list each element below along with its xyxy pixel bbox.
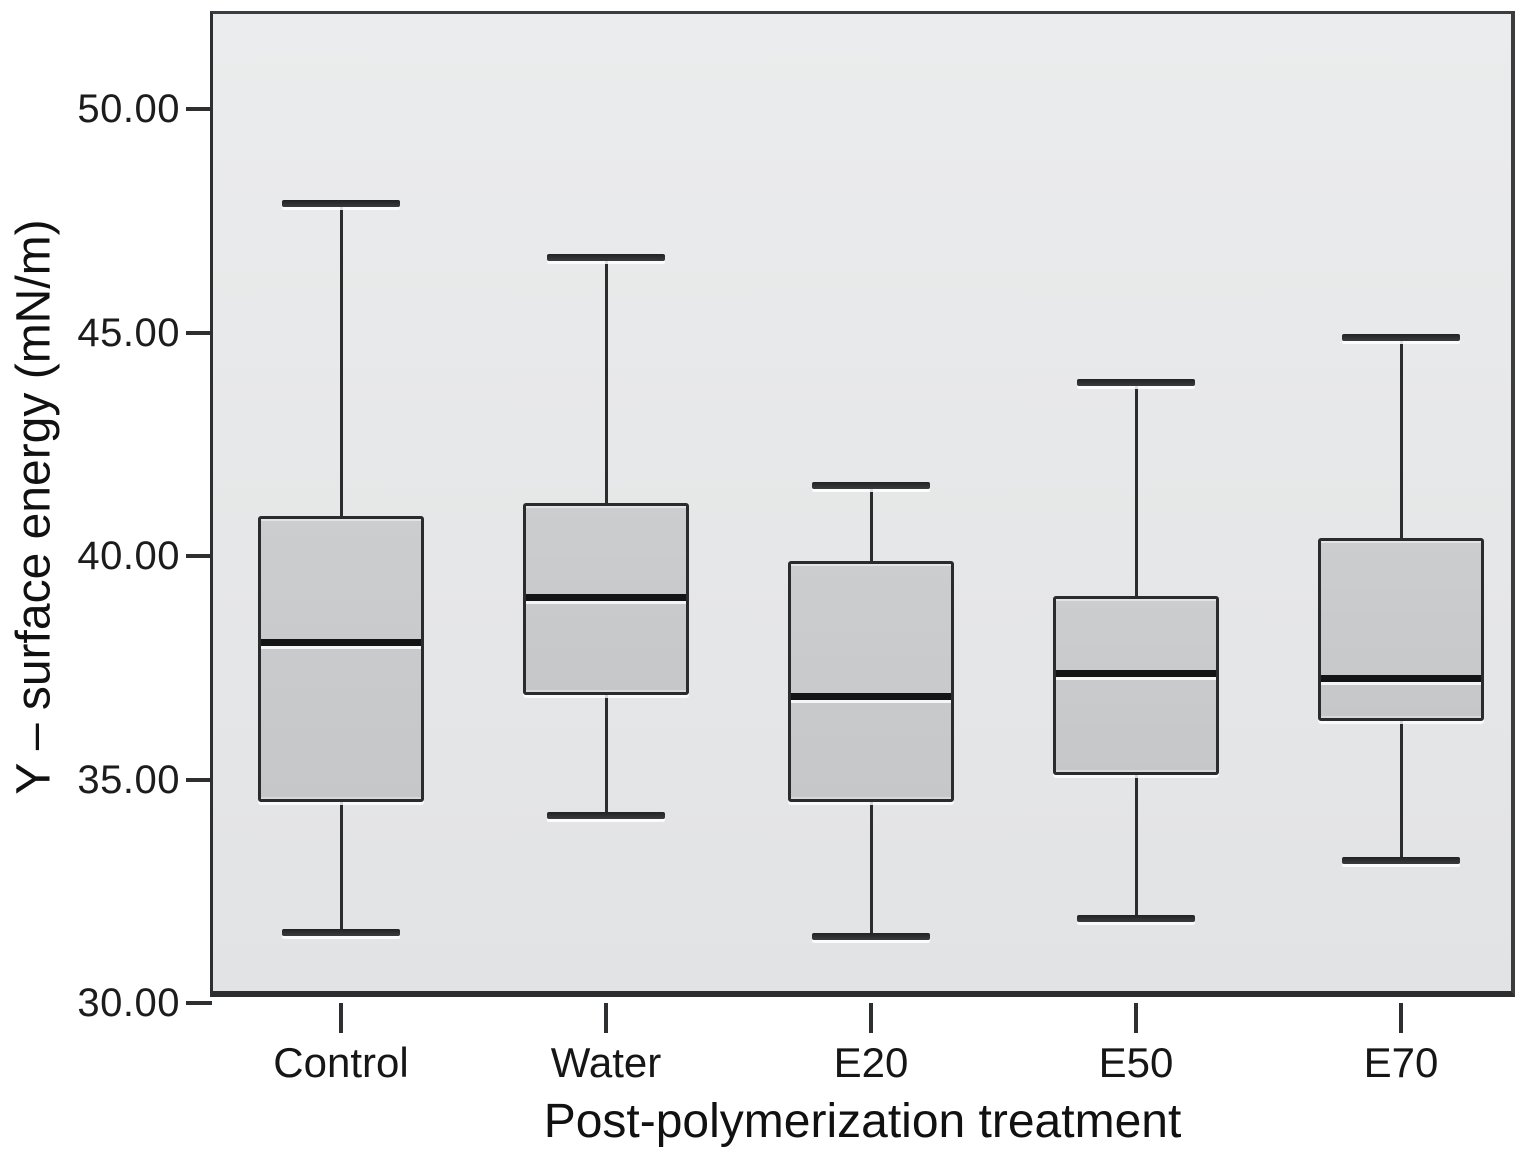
upper-whisker-cap bbox=[547, 253, 665, 261]
median-line bbox=[1056, 670, 1216, 678]
lower-whisker-cap bbox=[812, 932, 930, 940]
upper-whisker-cap bbox=[1342, 334, 1460, 342]
y-tick-mark bbox=[186, 107, 212, 112]
y-tick-mark bbox=[186, 1001, 212, 1005]
upper-whisker-cap bbox=[282, 200, 400, 208]
iqr-box bbox=[258, 515, 424, 802]
x-axis-title: Post-polymerization treatment bbox=[543, 1095, 1182, 1148]
x-tick-mark bbox=[604, 1003, 608, 1033]
upper-whisker-cap bbox=[812, 481, 930, 489]
x-tick-mark bbox=[1134, 1003, 1138, 1033]
median-line bbox=[791, 692, 951, 700]
upper-whisker-line bbox=[1134, 381, 1138, 597]
lower-whisker-cap bbox=[547, 812, 665, 820]
median-line bbox=[261, 639, 421, 647]
x-tick-label: E50 bbox=[1098, 1039, 1174, 1086]
lower-whisker-cap bbox=[1077, 915, 1195, 923]
iqr-box bbox=[1318, 538, 1484, 722]
x-tick-label: Control bbox=[273, 1039, 409, 1086]
median-line bbox=[1321, 674, 1481, 682]
upper-whisker-cap bbox=[1077, 378, 1195, 386]
plot-area bbox=[210, 11, 1515, 997]
lower-whisker-cap bbox=[282, 928, 400, 936]
lower-whisker-line bbox=[1399, 721, 1403, 860]
y-tick-label: 45.00 bbox=[77, 310, 180, 355]
lower-whisker-line bbox=[869, 801, 873, 936]
x-tick-label: E20 bbox=[833, 1039, 909, 1086]
upper-whisker-line bbox=[339, 203, 343, 516]
x-tick-mark bbox=[339, 1003, 343, 1033]
y-axis-title: Y – surface energy (mN/m) bbox=[7, 219, 61, 795]
x-tick-mark bbox=[1399, 1003, 1403, 1033]
lower-whisker-line bbox=[1134, 775, 1138, 919]
y-tick-label: 40.00 bbox=[77, 534, 180, 579]
y-tick-mark bbox=[186, 777, 212, 782]
x-tick-label: Water bbox=[550, 1039, 662, 1086]
y-tick-label: 50.00 bbox=[77, 87, 180, 132]
y-tick-mark bbox=[186, 330, 212, 335]
upper-whisker-line bbox=[1399, 337, 1403, 539]
y-tick-label: 30.00 bbox=[77, 981, 180, 1025]
lower-whisker-line bbox=[339, 801, 343, 932]
iqr-box bbox=[1053, 596, 1219, 776]
iqr-box bbox=[523, 502, 689, 695]
lower-whisker-cap bbox=[1342, 857, 1460, 864]
y-tick-mark bbox=[186, 554, 212, 559]
median-line bbox=[526, 594, 686, 602]
x-tick-label: E70 bbox=[1363, 1039, 1439, 1086]
lower-whisker-line bbox=[604, 694, 608, 816]
x-tick-mark bbox=[869, 1003, 873, 1033]
y-tick-label: 35.00 bbox=[77, 757, 180, 802]
upper-whisker-line bbox=[869, 484, 873, 561]
iqr-box bbox=[788, 560, 954, 802]
upper-whisker-line bbox=[604, 256, 608, 503]
